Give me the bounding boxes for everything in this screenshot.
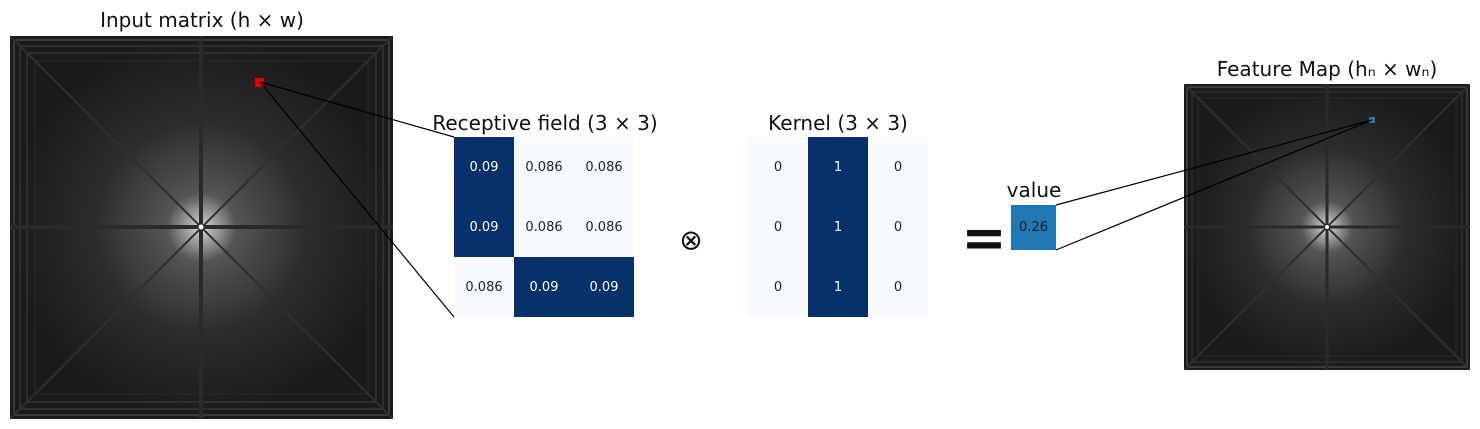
value-title: value	[1006, 178, 1062, 202]
input-marker	[255, 78, 264, 87]
kernel-cell-2-1: 1	[808, 257, 868, 317]
connector-line-top	[259, 81, 455, 138]
connector-line-bottom	[259, 81, 455, 318]
receptive-field-cell-0-0: 0.09	[454, 137, 514, 197]
receptive-field-cell-0-2: 0.086	[574, 137, 634, 197]
kernel-cell-0-2: 0	[868, 137, 928, 197]
input-matrix-image	[10, 36, 393, 419]
receptive-field-cell-1-0: 0.09	[454, 197, 514, 257]
feature-map-title: Feature Map (hₙ × wₙ)	[1217, 57, 1438, 81]
equals-operator: =	[961, 206, 1007, 270]
receptive-field-cell-2-0: 0.086	[454, 257, 514, 317]
result-value-box: 0.26	[1011, 205, 1056, 250]
receptive-field-cell-1-1: 0.086	[514, 197, 574, 257]
connector-line-value-bottom	[1055, 119, 1373, 251]
kernel-cell-1-1: 1	[808, 197, 868, 257]
receptive-field-cell-1-2: 0.086	[574, 197, 634, 257]
feature-map-title-text: Feature Map	[1216, 57, 1341, 81]
connector-line-value-top	[1055, 119, 1373, 206]
receptive-field-cell-2-1: 0.09	[514, 257, 574, 317]
input-matrix-title-text: Input matrix	[100, 8, 224, 32]
kernel-cell-2-0: 0	[748, 257, 808, 317]
input-matrix-title: Input matrix (h × w)	[100, 8, 304, 32]
feature-map-dims: (hₙ × wₙ)	[1347, 57, 1438, 81]
kernel-cell-0-1: 1	[808, 137, 868, 197]
receptive-field-cell-2-2: 0.09	[574, 257, 634, 317]
receptive-field-title: Receptive field (3 × 3)	[432, 111, 658, 135]
input-matrix-dims: (h × w)	[229, 8, 304, 32]
receptive-field-grid: 0.09 0.086 0.086 0.09 0.086 0.086 0.086 0.09 0.0…	[454, 137, 634, 317]
convolve-operator: ⊗	[679, 223, 703, 257]
input-matrix-texture	[10, 36, 393, 419]
kernel-cell-1-0: 0	[748, 197, 808, 257]
kernel-title: Kernel (3 × 3)	[768, 111, 908, 135]
kernel-cell-1-2: 0	[868, 197, 928, 257]
feature-map-image	[1184, 84, 1470, 370]
receptive-field-cell-0-1: 0.086	[514, 137, 574, 197]
kernel-cell-2-2: 0	[868, 257, 928, 317]
kernel-cell-0-0: 0	[748, 137, 808, 197]
